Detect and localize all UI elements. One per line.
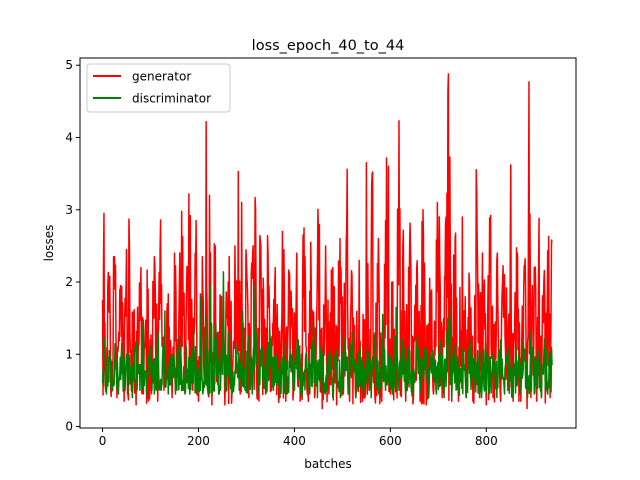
chart-title: loss_epoch_40_to_44 xyxy=(252,38,405,54)
series-layer xyxy=(101,73,553,410)
legend-box xyxy=(86,63,231,113)
y-tick-label: 5 xyxy=(65,58,73,72)
series-line-discriminator xyxy=(101,271,553,399)
y-axis-label: losses xyxy=(42,225,56,262)
y-tick-label: 3 xyxy=(65,203,73,217)
legend: generator discriminator xyxy=(86,63,231,113)
x-tick-label: 600 xyxy=(379,434,402,448)
x-tick-label: 800 xyxy=(475,434,498,448)
legend-label-generator: generator xyxy=(132,70,191,84)
y-tick-label: 4 xyxy=(65,130,73,144)
y-tick-label: 1 xyxy=(65,347,73,361)
x-axis-label: batches xyxy=(304,457,352,471)
x-tick-label: 200 xyxy=(187,434,210,448)
legend-label-discriminator: discriminator xyxy=(132,92,211,106)
x-tick-label: 0 xyxy=(99,434,107,448)
y-tick-label: 0 xyxy=(65,420,73,434)
x-axis: 0 200 400 600 800 xyxy=(99,428,498,448)
y-tick-label: 2 xyxy=(65,275,73,289)
y-axis: 0 1 2 3 4 5 xyxy=(65,58,80,434)
x-tick-label: 400 xyxy=(283,434,306,448)
plot-frame xyxy=(79,57,577,429)
